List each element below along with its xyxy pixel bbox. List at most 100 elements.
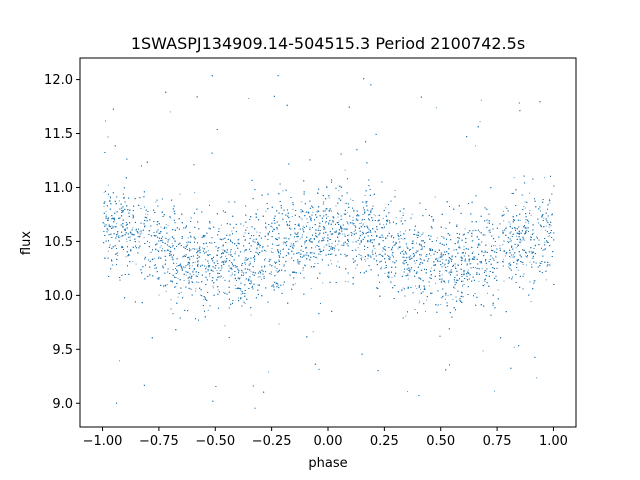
data-point <box>350 198 352 200</box>
data-point <box>160 245 162 247</box>
data-point <box>510 256 512 258</box>
data-point <box>236 288 238 289</box>
data-point <box>330 233 332 235</box>
data-point <box>176 263 178 265</box>
data-point <box>515 247 517 249</box>
data-point <box>513 254 514 256</box>
data-point <box>245 239 246 241</box>
data-point <box>207 250 209 252</box>
data-point <box>448 282 450 284</box>
data-point <box>335 205 337 207</box>
data-point <box>548 226 550 228</box>
data-point <box>257 209 259 211</box>
data-point <box>119 217 121 219</box>
data-point <box>425 310 426 312</box>
data-point <box>194 192 196 194</box>
data-point <box>440 257 442 259</box>
data-point <box>362 224 364 226</box>
data-point <box>238 238 240 240</box>
data-point <box>494 245 496 247</box>
data-point <box>530 214 532 216</box>
data-point <box>504 206 506 208</box>
data-point <box>326 186 328 187</box>
data-point <box>463 246 465 248</box>
data-point <box>145 213 147 215</box>
data-point <box>387 272 389 274</box>
data-point <box>462 280 464 282</box>
data-point <box>183 280 185 281</box>
data-point <box>337 261 339 263</box>
data-point <box>507 266 509 268</box>
data-point <box>382 250 384 252</box>
data-point <box>120 236 122 238</box>
data-point <box>369 240 371 242</box>
data-point <box>491 257 493 259</box>
data-point <box>165 290 167 292</box>
data-point <box>160 226 162 228</box>
data-point <box>522 264 524 265</box>
data-point <box>528 222 530 224</box>
data-point <box>147 214 149 216</box>
data-point <box>223 291 225 293</box>
data-point <box>219 257 221 259</box>
data-point <box>235 251 236 253</box>
data-point <box>530 301 532 302</box>
data-point <box>509 223 511 225</box>
data-point <box>275 283 277 285</box>
data-point <box>492 258 494 260</box>
data-point <box>317 210 319 211</box>
data-point <box>516 260 518 262</box>
data-point <box>521 261 523 263</box>
data-point <box>197 273 199 275</box>
data-point <box>136 228 137 230</box>
data-point <box>177 271 178 273</box>
data-point <box>190 236 192 238</box>
data-point <box>106 231 108 233</box>
data-point <box>543 177 545 179</box>
data-point <box>297 252 299 254</box>
data-point <box>119 218 121 220</box>
data-point <box>282 190 284 192</box>
data-point <box>352 224 354 226</box>
data-point <box>411 213 413 215</box>
data-point <box>302 234 303 236</box>
data-point <box>333 249 335 251</box>
data-point <box>195 288 197 290</box>
data-point <box>545 279 547 281</box>
data-point <box>116 236 118 237</box>
data-point <box>180 291 182 293</box>
data-point <box>439 273 440 274</box>
data-point <box>524 201 526 203</box>
data-point <box>216 269 218 271</box>
data-point <box>344 233 346 235</box>
data-point <box>483 252 485 253</box>
data-point <box>487 222 489 224</box>
data-point <box>256 247 258 249</box>
data-point <box>342 233 344 235</box>
data-point <box>217 247 219 249</box>
data-point <box>155 201 157 203</box>
data-point <box>172 246 173 248</box>
data-point <box>316 257 318 259</box>
data-point <box>265 258 266 260</box>
data-point <box>495 255 497 257</box>
data-point <box>503 214 505 216</box>
data-point <box>243 225 245 227</box>
data-point <box>467 269 469 271</box>
data-point <box>475 230 477 231</box>
data-point <box>308 255 310 257</box>
data-point <box>426 299 428 301</box>
data-point <box>474 266 476 268</box>
data-point <box>301 218 303 220</box>
data-point <box>312 211 314 213</box>
data-point <box>327 215 329 217</box>
data-point <box>364 258 366 260</box>
data-point <box>404 256 406 258</box>
data-point <box>188 281 190 283</box>
data-point <box>314 263 316 264</box>
data-point <box>388 275 390 277</box>
data-point <box>302 227 304 229</box>
data-point <box>282 248 284 250</box>
data-point <box>225 260 227 261</box>
data-point <box>231 272 233 274</box>
